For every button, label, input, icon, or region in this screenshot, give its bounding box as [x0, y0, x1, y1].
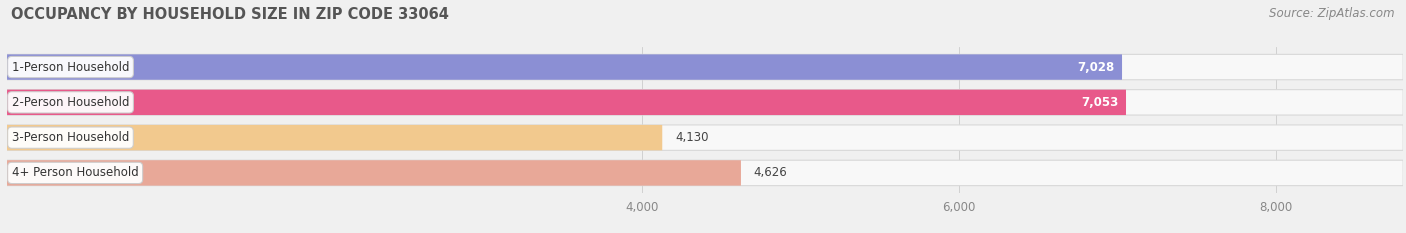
- Text: OCCUPANCY BY HOUSEHOLD SIZE IN ZIP CODE 33064: OCCUPANCY BY HOUSEHOLD SIZE IN ZIP CODE …: [11, 7, 449, 22]
- Text: 7,028: 7,028: [1077, 61, 1114, 74]
- Text: 2-Person Household: 2-Person Household: [11, 96, 129, 109]
- Text: Source: ZipAtlas.com: Source: ZipAtlas.com: [1270, 7, 1395, 20]
- FancyBboxPatch shape: [7, 160, 741, 186]
- Text: 4,130: 4,130: [675, 131, 709, 144]
- FancyBboxPatch shape: [7, 54, 1122, 80]
- FancyBboxPatch shape: [7, 54, 1403, 80]
- Text: 4+ Person Household: 4+ Person Household: [11, 166, 139, 179]
- FancyBboxPatch shape: [7, 125, 1403, 150]
- FancyBboxPatch shape: [7, 90, 1126, 115]
- Text: 3-Person Household: 3-Person Household: [11, 131, 129, 144]
- Text: 7,053: 7,053: [1081, 96, 1118, 109]
- FancyBboxPatch shape: [7, 160, 1403, 186]
- FancyBboxPatch shape: [7, 90, 1403, 115]
- Text: 4,626: 4,626: [754, 166, 787, 179]
- FancyBboxPatch shape: [7, 125, 662, 150]
- Text: 1-Person Household: 1-Person Household: [11, 61, 129, 74]
